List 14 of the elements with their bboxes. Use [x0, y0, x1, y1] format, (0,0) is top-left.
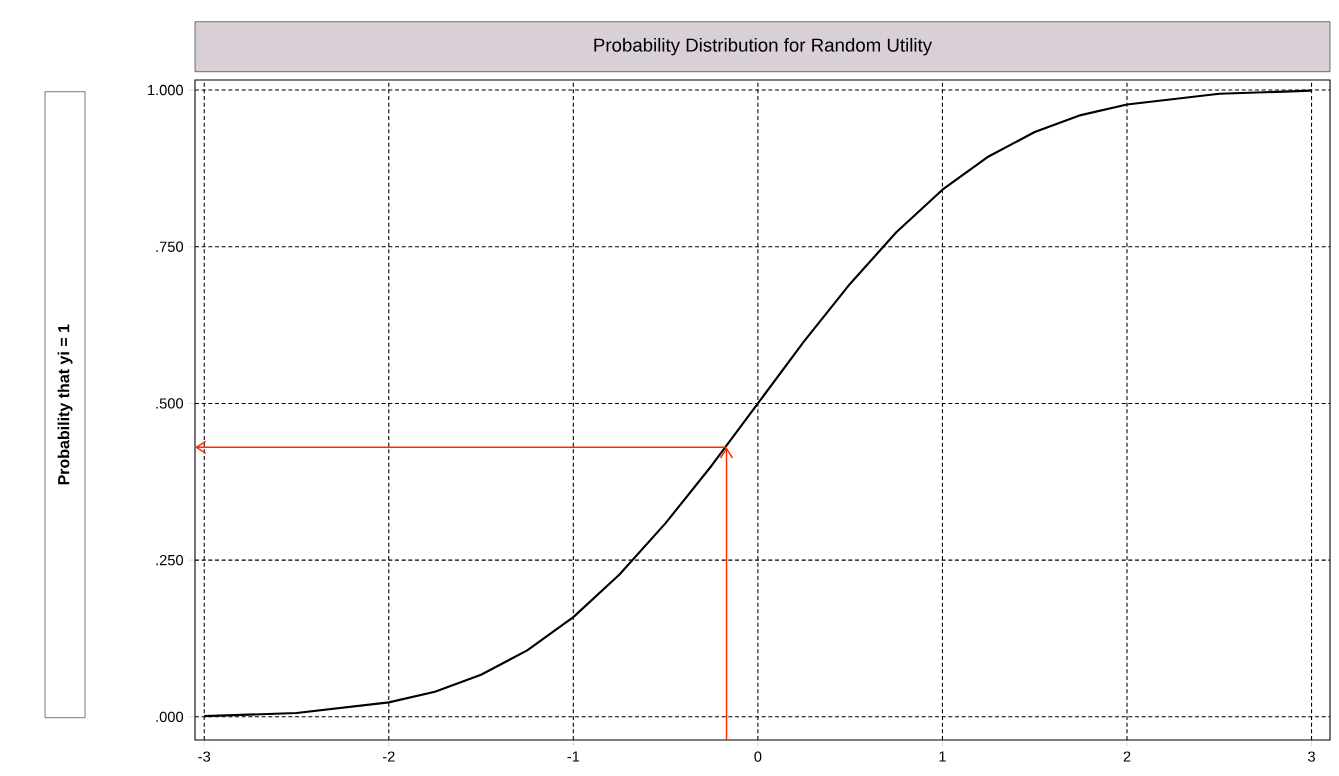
x-tick-label: 0 — [754, 751, 762, 762]
chart-title: Probability Distribution for Random Utility — [594, 38, 933, 56]
x-tick-label: -3 — [198, 751, 211, 762]
x-tick-label: 2 — [1123, 751, 1131, 762]
y-tick-label: .000 — [156, 711, 184, 722]
y-tick-label: .250 — [156, 554, 184, 566]
y-tick-label: 1.000 — [148, 84, 184, 96]
x-tick-label: -1 — [567, 751, 580, 762]
x-tick-label: 1 — [939, 751, 946, 762]
y-tick-label: .750 — [156, 241, 184, 252]
x-tick-label: 3 — [1308, 751, 1315, 762]
x-tick-label: -2 — [382, 751, 395, 762]
y-axis-title: Probability that yi = 1 — [57, 324, 73, 485]
y-tick-label: .500 — [156, 398, 184, 409]
